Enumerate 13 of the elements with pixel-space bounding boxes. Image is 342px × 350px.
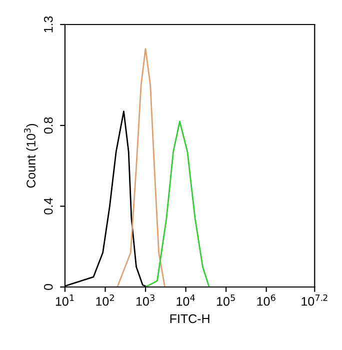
- x-tick-label: 10$^{3}$: [136, 294, 154, 306]
- x-tick-label: 10$^{4}$: [176, 294, 195, 306]
- y-tick-label: 0.4: [44, 198, 53, 214]
- y-tick-label: 1.3: [44, 16, 53, 32]
- y-tick-label: 0.8: [44, 117, 53, 134]
- x-tick-label: 10$^{6}$: [257, 294, 276, 306]
- x-tick-label: 10$^{2}$: [96, 294, 114, 306]
- x-axis-title: FITC-H: [170, 314, 210, 324]
- x-tick-label: 10$^{1}$: [56, 294, 74, 306]
- y-axis-title: Count (10$^{3}$): [24, 124, 38, 188]
- y-tick-label: 0: [44, 284, 53, 290]
- x-tick-label: 10$^{5}$: [217, 294, 235, 306]
- x-tick-label: 10$^{7.2}$: [302, 294, 328, 306]
